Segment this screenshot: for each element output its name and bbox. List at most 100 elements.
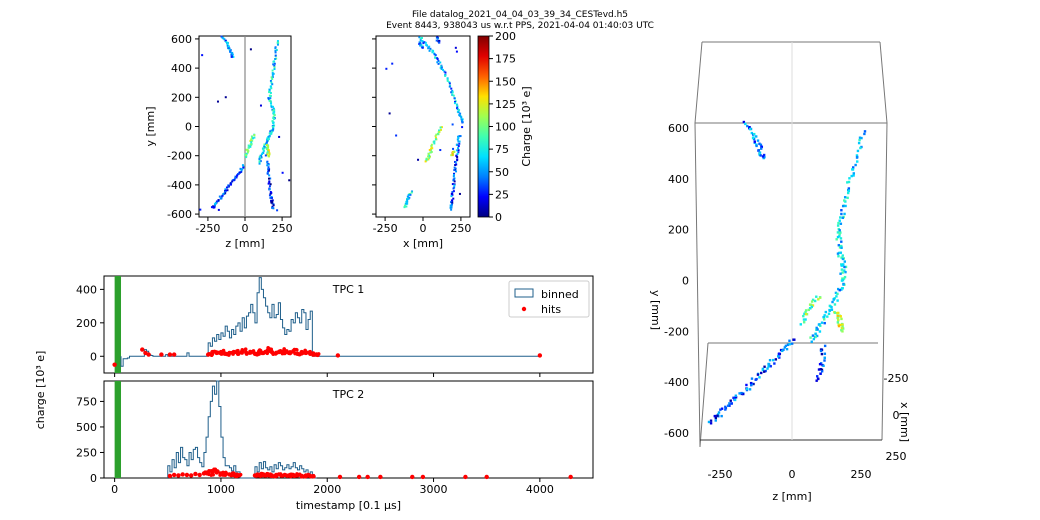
hit-point [430,150,433,153]
hit-point [226,44,229,47]
hit-marker [215,469,220,473]
hit-point [451,91,454,94]
hit-point [272,126,275,129]
hit-point [427,47,430,50]
hit-point [433,53,436,56]
y-tick-label-3d: 0 [682,275,689,288]
hit-point-3d [863,130,867,133]
zy-panel: -250 0 250 600 400 200 0 -200 -400 -600 z [mm] y [m… [144,33,293,250]
hit-marker [237,473,242,478]
x-tick-label: 250 [272,222,293,235]
hit-point-3d [822,318,826,321]
hit-point [269,133,272,136]
hit-point-3d [822,364,825,368]
hit-point [268,194,271,197]
hit-point [265,146,268,149]
hit-point-3d [830,308,834,311]
hit-point [269,177,272,180]
hit-point-3d [758,376,761,379]
hit-point [273,124,276,127]
hit-point-3d [756,373,760,376]
hit-point [269,196,272,199]
hit-point [270,105,273,108]
hit-marker [180,472,185,477]
hit-point-3d [783,346,787,349]
hit-point-3d [841,277,844,280]
hit-point [269,183,272,186]
hit-point-3d [810,340,813,343]
hit-point [271,202,274,205]
hit-point [241,168,244,171]
hit-point [219,197,222,200]
panel-title: TPC 2 [332,388,365,401]
hit-point-3d [724,406,728,410]
hit-point-3d [819,372,822,375]
hit-point-3d [820,370,824,373]
hit-point [273,108,276,111]
hit-point [421,40,424,43]
hit-point [215,200,218,203]
hit-point-3d [788,339,791,342]
hit-point [271,78,274,81]
hit-point-3d [777,355,780,358]
hit-point [455,149,458,152]
x-axis-label-3d: z [mm] [772,490,811,503]
hit-point-3d [844,204,847,208]
hit-point [277,41,280,44]
hit-point-3d [809,336,812,339]
hit-point [245,152,248,155]
hit-point-3d [719,408,722,411]
hit-marker [171,352,177,357]
hit-point [456,104,459,107]
hit-point-3d [716,413,720,416]
hit-point [271,69,274,72]
hit-point [452,187,455,190]
hit-marker [188,473,194,478]
colorbar-tick-label: 50 [495,166,509,179]
hit-point-3d [841,254,844,257]
hit-point [271,124,274,127]
hit-point-3d [818,323,821,326]
hit-point-3d [762,153,766,157]
hit-point-3d [769,365,772,368]
hit-point [452,190,455,193]
hit-point [430,147,433,150]
isolated-hit [199,208,202,211]
x-tick-label: 1000 [207,483,235,496]
hit-point [440,126,443,129]
hit-point-3d [841,216,845,220]
hit-point [461,118,464,121]
hit-point [448,85,451,88]
hit-point [253,136,256,139]
hit-point [265,142,268,145]
hit-point [453,166,456,169]
hit-point-3d [755,144,758,148]
hit-point [273,110,276,113]
hit-point [450,204,453,207]
hit-point [275,57,278,60]
hit-point [268,181,271,184]
hit-point-3d [837,221,840,225]
hit-point-3d [863,132,866,136]
hit-point [424,41,427,44]
hit-point [455,154,458,157]
hit-point [270,102,273,105]
hit-marker [420,474,426,480]
hit-marker [207,472,211,477]
hit-point [410,191,413,194]
legend-hits-label: hits [541,303,561,316]
hit-point [269,91,272,94]
hit-point [262,148,265,151]
hit-point [231,180,234,183]
hit-point [236,174,239,177]
legend-binned-label: binned [541,288,579,301]
hit-point [259,157,262,160]
x-tick-label: 4000 [526,483,554,496]
hit-point [268,88,271,91]
x-tick-label: -250 [373,222,398,235]
hit-point-3d [714,416,718,420]
y-tick-label-3d: -600 [664,427,689,440]
hit-point-3d [843,260,847,263]
hit-point-3d [842,277,846,280]
hit-point-3d [823,356,826,360]
